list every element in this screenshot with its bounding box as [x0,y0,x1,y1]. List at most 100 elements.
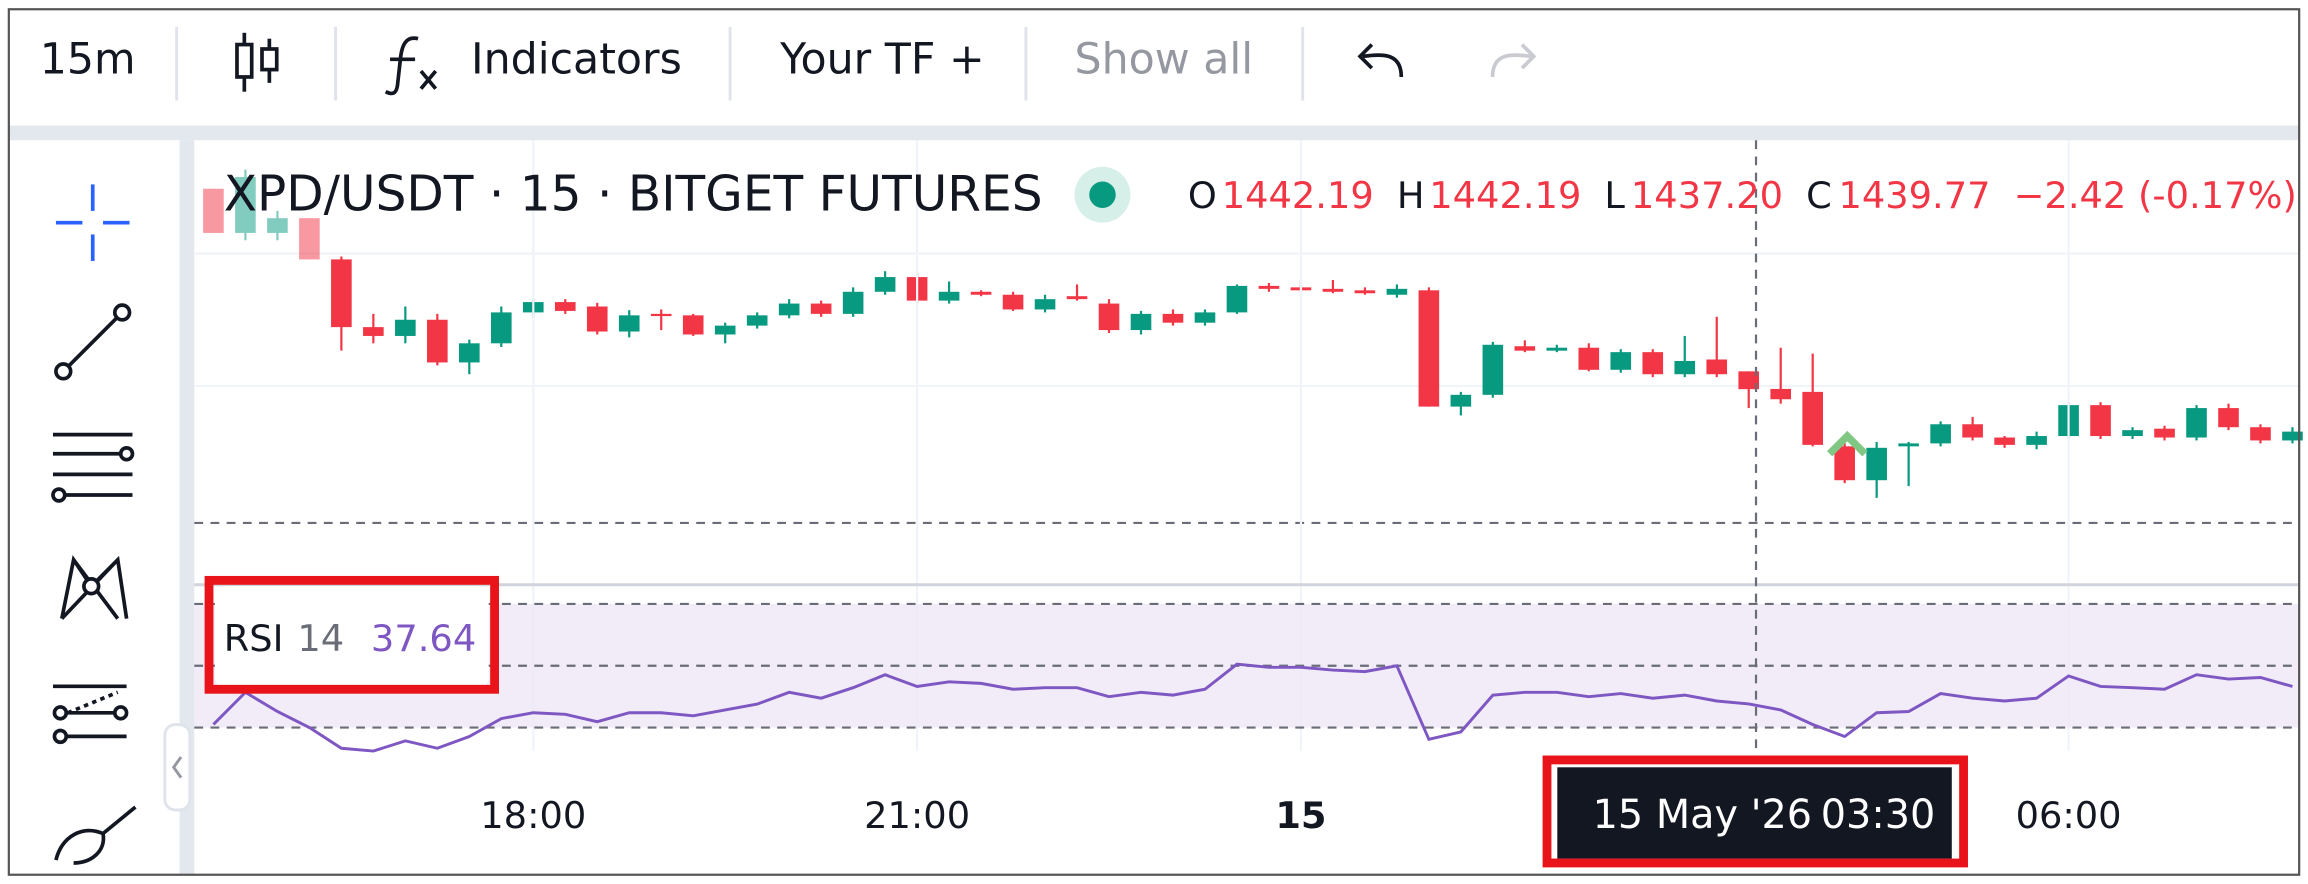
candle-body [714,325,736,335]
candle [1130,310,1152,335]
candle-body [682,315,704,335]
candle-body [1866,447,1887,481]
crosshair-tool[interactable] [55,184,130,261]
candle-body [1706,359,1728,375]
collapse-handle[interactable] [163,723,192,812]
candle-body [1002,294,1024,310]
candle [331,256,352,351]
status-dot [1089,181,1116,208]
brush-tool[interactable] [54,805,137,865]
candle [2218,403,2239,431]
candle-body [1386,288,1408,295]
candle [1418,287,1440,407]
candle [1770,347,1792,404]
candle [1066,284,1088,301]
candle-body [1546,347,1568,351]
candle-body [2122,430,2143,437]
time-axis: 18:00 21:00 15 06:00 [480,794,2121,837]
crosshair-date: 15 May '26 [1593,792,1812,838]
chart-type-button[interactable] [235,32,279,92]
prediction-tool[interactable] [52,684,129,745]
candle [650,309,672,331]
drawing-toolbar [51,184,137,865]
candle-body [1066,296,1088,300]
pattern-tool[interactable] [60,555,129,620]
x-tick-label: 21:00 [864,794,970,837]
candle-body [2154,428,2175,438]
candle-body [459,343,480,363]
candle-body [1322,288,1344,292]
candle-body [299,218,320,260]
candle [1578,343,1600,372]
indicators-icon[interactable] [384,36,438,96]
change-value: −2.42 (-0.17%) [2014,174,2297,217]
candle-body [1834,446,1855,481]
candle [1354,287,1376,295]
candle [1706,316,1728,378]
divider [8,125,2300,141]
symbol-title[interactable]: XPD/USDT · 15 · BITGET FUTURES [224,167,1043,223]
your-tf-button[interactable]: Your TF + [779,35,985,85]
divider [179,140,195,875]
candle-body [1802,391,1823,445]
candle-body [1674,360,1696,375]
candle [554,299,576,314]
candle [778,299,800,319]
interval-button[interactable]: 15m [40,35,136,85]
candle [586,302,608,335]
candle-body [1610,352,1632,370]
candle-body [2090,405,2111,437]
candle-body [267,218,288,233]
candle-body [203,188,224,233]
candle [395,306,416,344]
indicator-name[interactable]: RSI [224,617,284,660]
candle-body [1482,344,1504,395]
candle [1802,353,1823,447]
candle [1514,340,1536,353]
candle-body [2282,431,2303,441]
candle-body [970,291,992,295]
redo-button[interactable] [1490,43,1537,78]
candle-body [1578,347,1600,370]
ohlc-label: O [1188,174,1217,217]
candle [938,281,960,304]
trend-line-tool[interactable] [54,303,132,381]
candle [427,313,448,366]
candle [267,210,288,241]
candle [2122,427,2143,439]
signal-marker [1827,430,1868,457]
candle-body [778,303,800,316]
candle [2282,427,2303,444]
candle [1226,284,1248,314]
candle [1258,282,1280,292]
frame [7,8,2301,876]
candle [1034,294,1056,313]
candle [1098,299,1120,334]
undo-button[interactable] [1357,43,1404,78]
ohlc-value: 1437.20 [1631,174,1783,217]
indicators-button[interactable]: Indicators [471,35,682,85]
candle [1450,391,1472,416]
candle-body [554,302,576,311]
candle [618,310,640,338]
rsi-pane [194,602,2300,753]
candle [842,287,864,317]
symbol-legend: XPD/USDT · 15 · BITGET FUTURES O 1442.19… [224,167,2297,223]
candle [299,218,320,260]
candle [235,169,256,241]
fib-tool[interactable] [51,432,135,503]
candle [746,312,768,329]
show-all-button[interactable]: Show all [1075,35,1254,85]
candle-body [2250,427,2271,441]
legend-background [214,586,489,690]
candle-body [1130,313,1152,331]
crosshair-label: 15 May '26 03:30 [1542,755,1968,868]
candle-body [1098,303,1120,331]
candle [970,290,992,297]
candle-body [1162,313,1184,323]
indicator-length: 14 [297,617,344,660]
candle-body [1418,290,1440,407]
indicator-value: 37.64 [371,617,476,660]
candle-body [490,312,512,344]
